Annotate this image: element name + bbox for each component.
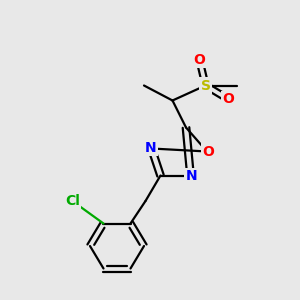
Text: N: N	[145, 141, 156, 154]
Text: O: O	[194, 53, 206, 67]
Text: O: O	[202, 145, 214, 158]
Text: O: O	[222, 92, 234, 106]
Text: N: N	[186, 169, 197, 183]
Text: Cl: Cl	[65, 194, 80, 208]
Text: S: S	[200, 79, 211, 92]
